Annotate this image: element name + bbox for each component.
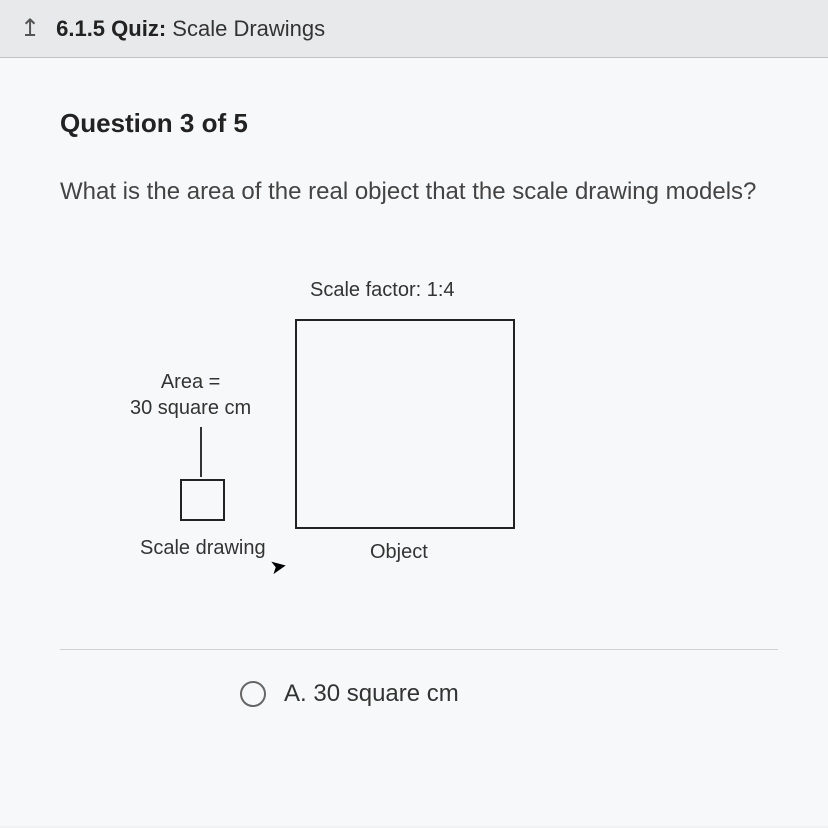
answer-a-letter: A. — [284, 680, 307, 707]
quiz-label: Quiz: — [111, 16, 166, 41]
scale-drawing-label: Scale drawing — [140, 537, 266, 560]
cursor-icon: ➤ — [268, 552, 289, 580]
question-number: Question 3 of 5 — [60, 108, 778, 139]
content-area: Question 3 of 5 What is the area of the … — [0, 58, 828, 826]
answer-a-text: A. 30 square cm — [284, 680, 459, 708]
back-arrow-icon[interactable]: ↥ — [20, 14, 40, 43]
area-label: Area = 30 square cm — [130, 369, 251, 421]
radio-icon[interactable] — [240, 681, 266, 707]
area-label-line2: 30 square cm — [130, 397, 251, 419]
large-square-object — [295, 319, 515, 529]
diagram-area: Scale factor: 1:4 Area = 30 square cm Sc… — [120, 279, 778, 609]
quiz-header-bar: ↥ 6.1.5 Quiz: Scale Drawings — [0, 0, 828, 58]
divider — [60, 649, 778, 650]
area-label-line1: Area = — [161, 371, 220, 393]
pointer-line — [200, 427, 202, 477]
answer-a-value: 30 square cm — [313, 680, 458, 707]
scale-factor-label: Scale factor: 1:4 — [310, 279, 455, 302]
answer-option-a[interactable]: A. 30 square cm — [240, 680, 778, 708]
object-label: Object — [370, 541, 428, 564]
small-square-scale-drawing — [180, 479, 225, 521]
quiz-title: Scale Drawings — [172, 16, 325, 41]
question-text: What is the area of the real object that… — [60, 175, 778, 209]
header-title: 6.1.5 Quiz: Scale Drawings — [56, 16, 325, 42]
section-number: 6.1.5 — [56, 16, 105, 41]
